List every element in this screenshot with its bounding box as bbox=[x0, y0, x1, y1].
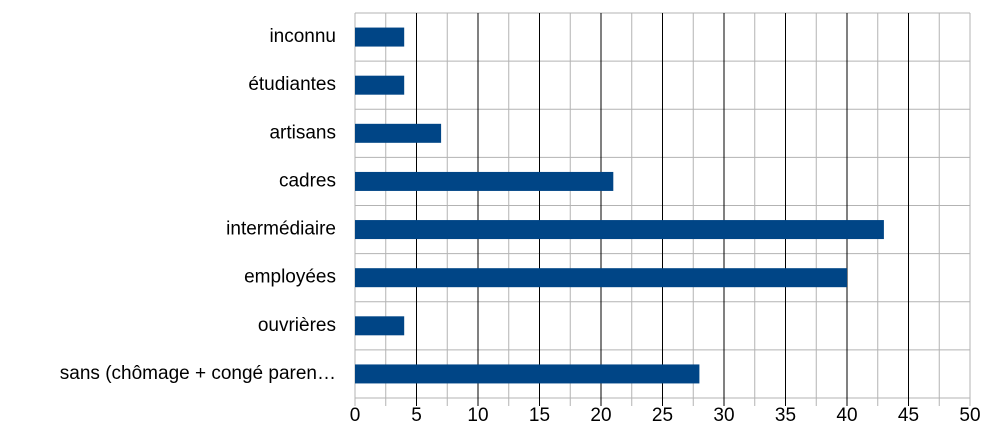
bar bbox=[355, 171, 614, 191]
bar bbox=[355, 316, 405, 336]
x-tick-label: 20 bbox=[590, 405, 611, 426]
x-tick-label: 40 bbox=[836, 405, 857, 426]
bar bbox=[355, 75, 405, 95]
y-tick-label: étudiantes bbox=[248, 74, 336, 95]
x-tick-label: 45 bbox=[898, 405, 919, 426]
y-tick-label: employées bbox=[244, 267, 336, 288]
y-tick-label: artisans bbox=[269, 122, 336, 143]
x-tick-label: 25 bbox=[652, 405, 673, 426]
x-tick-label: 5 bbox=[411, 405, 422, 426]
bar bbox=[355, 123, 442, 143]
x-tick-label: 35 bbox=[775, 405, 796, 426]
x-tick-label: 50 bbox=[959, 405, 980, 426]
x-tick-label: 10 bbox=[467, 405, 488, 426]
bar bbox=[355, 220, 884, 240]
x-tick-label: 0 bbox=[350, 405, 361, 426]
x-tick-label: 15 bbox=[529, 405, 550, 426]
y-tick-label: inconnu bbox=[269, 26, 336, 47]
bar bbox=[355, 268, 847, 288]
y-tick-label: ouvrières bbox=[258, 315, 336, 336]
y-tick-label: intermédiaire bbox=[226, 219, 336, 240]
bar bbox=[355, 27, 405, 47]
bar bbox=[355, 364, 700, 384]
x-tick-label: 30 bbox=[713, 405, 734, 426]
y-tick-label: cadres bbox=[279, 170, 336, 191]
y-tick-label: sans (chômage + congé paren… bbox=[60, 363, 336, 384]
